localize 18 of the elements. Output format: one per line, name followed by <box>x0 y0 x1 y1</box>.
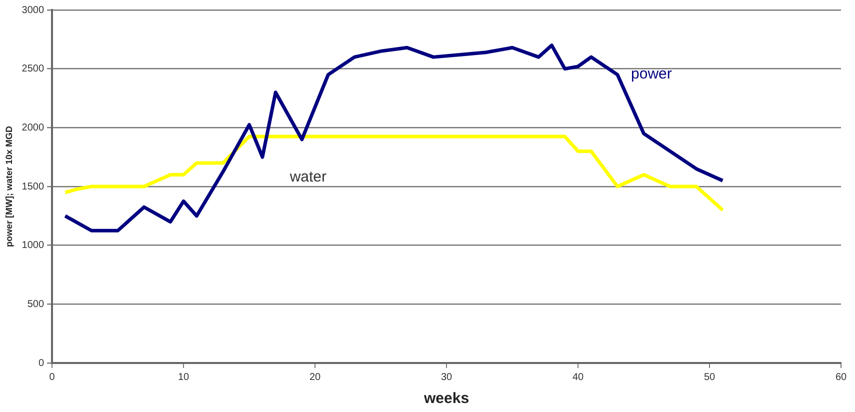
y-tick-label: 1500 <box>22 181 44 192</box>
x-axis-title: weeks <box>423 390 470 408</box>
x-tick-label: 50 <box>704 372 716 383</box>
x-tick-label: 40 <box>572 372 584 383</box>
x-tick-label: 10 <box>178 372 190 383</box>
x-tick-label: 30 <box>440 372 453 383</box>
y-tick-label: 2000 <box>22 122 44 134</box>
y-tick-label: 500 <box>27 298 44 310</box>
series-label: power <box>631 66 672 83</box>
y-tick-label: 3000 <box>22 4 44 16</box>
x-tick-label: 0 <box>49 372 56 383</box>
x-tick-label: 20 <box>309 372 322 383</box>
y-axis-title: power [MW]; water 10x MGD <box>4 125 14 248</box>
x-tick-label: 60 <box>835 372 847 383</box>
text: water <box>288 168 327 186</box>
y-tick-label: 1000 <box>22 240 44 252</box>
y-tick-label: 2500 <box>22 64 44 75</box>
y-tick-label: 0 <box>38 358 44 369</box>
